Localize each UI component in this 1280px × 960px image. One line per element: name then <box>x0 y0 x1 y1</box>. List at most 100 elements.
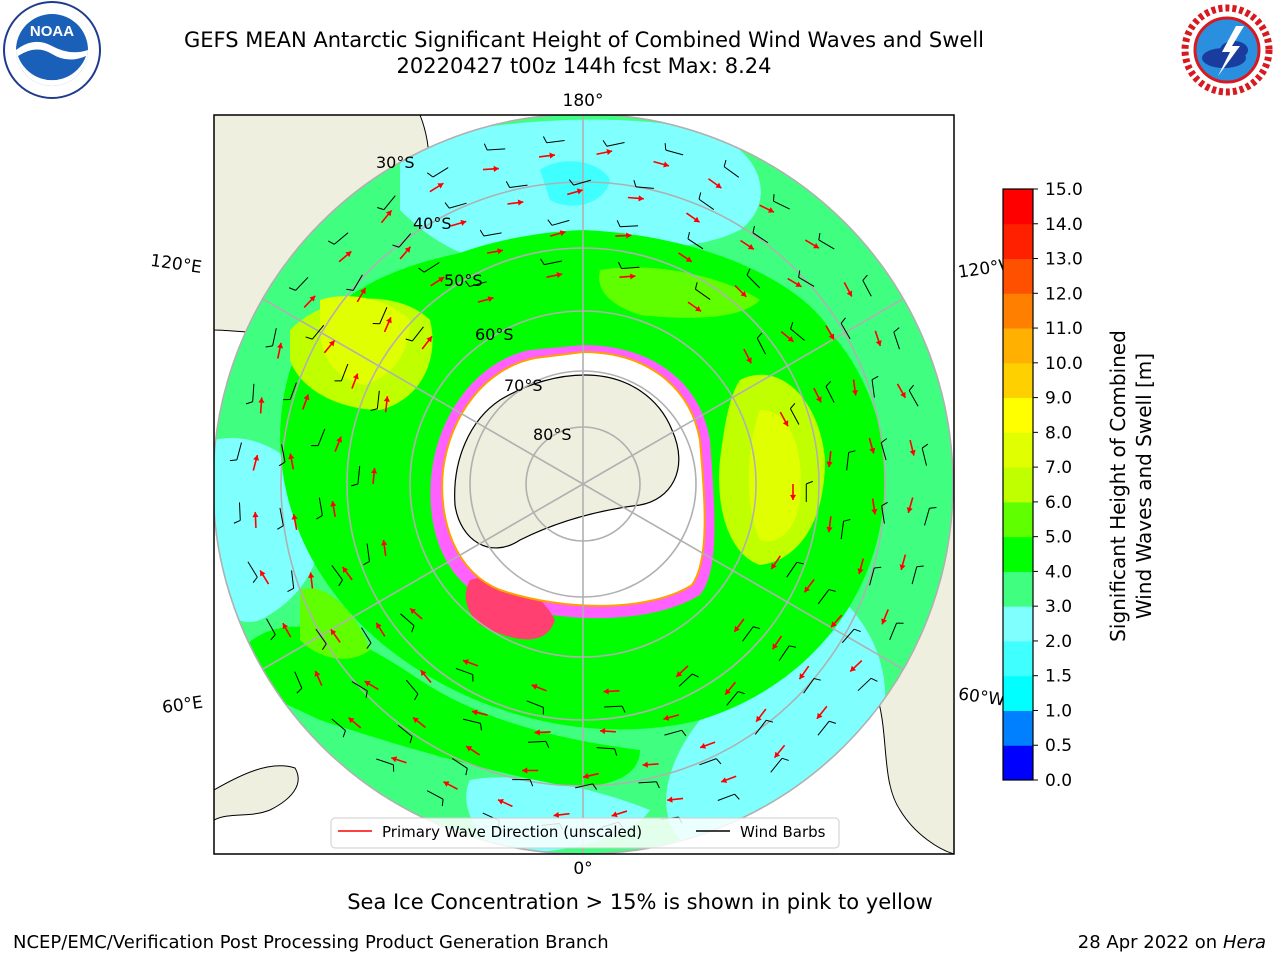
wind-barb-flag <box>568 179 574 186</box>
wind-barb-flag <box>796 561 804 565</box>
wind-barb-flag <box>233 519 241 524</box>
wind-barb-flag <box>392 244 400 248</box>
nws-logo <box>1180 3 1274 97</box>
wave-direction-arrowhead <box>253 455 260 461</box>
wave-direction-arrowhead <box>412 717 419 724</box>
colorbar-segment <box>1003 675 1033 711</box>
wind-barb-flag <box>444 202 450 209</box>
wave-direction-arrowhead <box>599 728 606 735</box>
wind-barb <box>678 673 693 687</box>
wind-barb-flag <box>547 219 553 226</box>
wind-barb-flag <box>614 748 618 756</box>
wind-barb-flag <box>351 483 359 487</box>
wave-direction-arrowhead <box>799 673 805 680</box>
wind-barb <box>526 700 544 708</box>
wind-barb-flag <box>370 408 378 412</box>
wave-direction-arrowhead <box>774 751 781 758</box>
wind-barb <box>376 390 380 409</box>
wave-direction-arrowhead <box>813 242 820 249</box>
wind-barb-flag <box>287 587 294 593</box>
wind-barb-flag <box>346 288 354 291</box>
colorbar-segment <box>1003 397 1033 433</box>
wind-barb-flag <box>734 793 740 800</box>
wind-barb <box>333 232 349 245</box>
wind-barb <box>236 442 242 461</box>
wave-direction-arrowhead <box>410 608 416 615</box>
wind-barb <box>294 671 303 689</box>
wind-barb <box>575 783 593 789</box>
wind-barb <box>773 200 790 210</box>
wave-direction-arrowhead <box>725 688 731 695</box>
legend-wind-barbs-label: Wind Barbs <box>740 823 826 841</box>
wind-barb <box>817 720 830 736</box>
wave-direction-arrowhead <box>549 152 555 159</box>
wave-direction-arrowhead <box>789 494 797 500</box>
wave-direction-arrowhead <box>685 256 692 262</box>
lon-label-120e: 120°E <box>149 251 203 278</box>
wind-barb-flag <box>881 501 888 507</box>
wave-direction-arrowhead <box>252 511 259 518</box>
lon-label-60e: 60°E <box>161 693 204 718</box>
colorbar-label-line1: Significant Height of Combined <box>1106 330 1130 642</box>
wind-barb <box>483 232 502 237</box>
wind-barb <box>451 758 468 769</box>
noaa-logo: NOAA <box>3 1 101 99</box>
wind-barb-flag <box>692 673 699 678</box>
wave-direction-arrowhead <box>747 243 754 250</box>
wave-direction-arrowhead <box>522 767 528 774</box>
wave-direction-arrowhead <box>531 683 538 690</box>
wave-direction-arrowhead <box>443 781 450 787</box>
wind-barb-flag <box>592 783 598 790</box>
wave-direction-arrowhead <box>381 539 388 546</box>
lat-label-40s: 40°S <box>413 214 452 233</box>
wind-barb <box>432 167 449 178</box>
wave-direction-arrowhead <box>756 715 762 722</box>
wind-barb-flag <box>411 625 415 633</box>
wind-barb-flag <box>788 645 797 648</box>
wind-barb-flag <box>529 779 534 787</box>
wind-barb <box>455 667 473 676</box>
wind-barb <box>573 179 591 186</box>
wind-barb <box>252 383 255 402</box>
wind-barb-flag <box>806 480 813 485</box>
wave-direction-arrowhead <box>715 182 722 189</box>
wind-barb-flag <box>829 720 836 724</box>
wind-barb-flag <box>790 402 796 409</box>
wind-barb <box>266 618 276 635</box>
wind-barb <box>397 724 413 737</box>
wave-direction-arrowhead <box>782 420 789 427</box>
wind-barb <box>272 328 277 346</box>
wave-direction-arrowhead <box>348 717 355 724</box>
wind-barb-flag <box>245 401 253 405</box>
wave-direction-arrowhead <box>695 305 702 312</box>
wind-barb-flag <box>874 566 882 569</box>
wind-barb-flag <box>288 287 296 291</box>
wave-direction-arrowhead <box>376 622 382 629</box>
wave-direction-arrowhead <box>336 436 343 443</box>
wind-barb <box>546 139 565 144</box>
wind-barb <box>817 589 830 605</box>
wind-barb <box>840 323 851 340</box>
colorbar: 0.0 0.5 1.0 1.5 2.0 3.0 4.0 5.0 6.0 7.0 8.0 9.0 10.0… <box>1002 180 1083 791</box>
wind-barb-flag <box>772 194 775 202</box>
wind-barb-flag <box>327 240 335 245</box>
wind-barb-flag <box>480 723 482 731</box>
wind-barb <box>698 198 715 210</box>
colorbar-segment <box>1003 467 1033 503</box>
colorbar-tick-label: 9.0 <box>1045 389 1072 409</box>
wave-direction-arrowhead <box>826 461 833 468</box>
wind-barb <box>238 502 241 521</box>
wind-barb-flag <box>818 232 821 241</box>
sea-ice-note: Sea Ice Concentration > 15% is shown in … <box>347 890 933 914</box>
colorbar-segment <box>1003 293 1033 329</box>
wind-barb <box>318 497 323 516</box>
wind-barb <box>825 386 835 403</box>
machine-name: Hera <box>1222 932 1266 953</box>
wave-direction-arrowhead <box>767 207 774 213</box>
wind-barb-flag <box>296 687 303 694</box>
wind-barb <box>880 442 887 461</box>
wind-barb <box>726 691 739 706</box>
wave-direction-arrowhead <box>667 796 673 803</box>
colorbar-segment <box>1003 328 1033 364</box>
wave-direction-arrowhead <box>497 799 504 805</box>
